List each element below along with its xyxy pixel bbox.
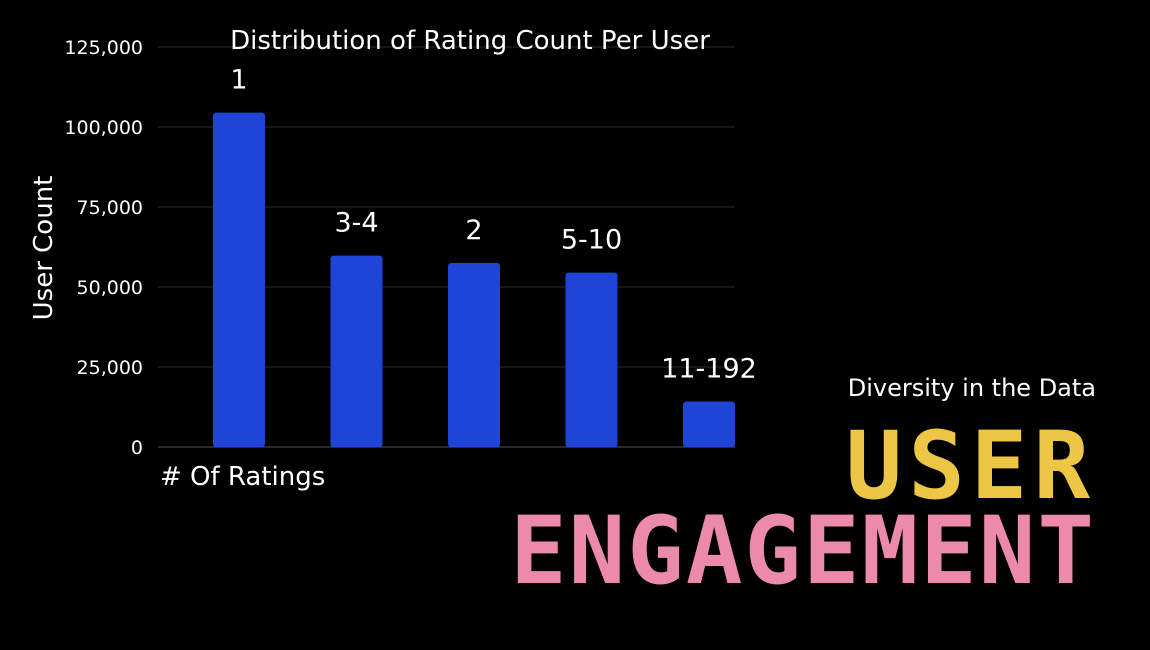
subtitle: Diversity in the Data: [847, 374, 1096, 402]
chart-title: Distribution of Rating Count Per User: [230, 26, 710, 56]
bar-11-192: [683, 401, 735, 447]
bar-3-4: [330, 255, 383, 447]
y-tick-labels: 0 25,000 50,000 75,000 100,000 125,000: [64, 37, 143, 459]
y-tick-label: 100,000: [64, 117, 143, 139]
bar-label: 5-10: [561, 225, 622, 256]
y-tick-label: 50,000: [77, 277, 143, 299]
bar-label: 3-4: [334, 208, 378, 239]
y-tick-label: 125,000: [64, 37, 143, 59]
bar-category-labels: 1 3-4 2 5-10 11-192: [230, 65, 756, 385]
y-tick-label: 0: [131, 437, 143, 459]
bar-1: [213, 112, 265, 447]
bars: [213, 112, 735, 447]
headline-engagement: ENGAGEMENT: [510, 497, 1096, 606]
bar-2: [448, 263, 500, 447]
bar-label: 2: [465, 215, 482, 246]
bar-label: 1: [230, 65, 247, 96]
bar-label: 11-192: [661, 354, 757, 385]
bar-5-10: [565, 272, 618, 447]
y-tick-label: 25,000: [77, 357, 143, 379]
headline-user: USER: [845, 412, 1096, 521]
y-axis-label: User Count: [29, 175, 59, 321]
x-axis-label: # Of Ratings: [160, 462, 326, 492]
y-tick-label: 75,000: [77, 197, 143, 219]
